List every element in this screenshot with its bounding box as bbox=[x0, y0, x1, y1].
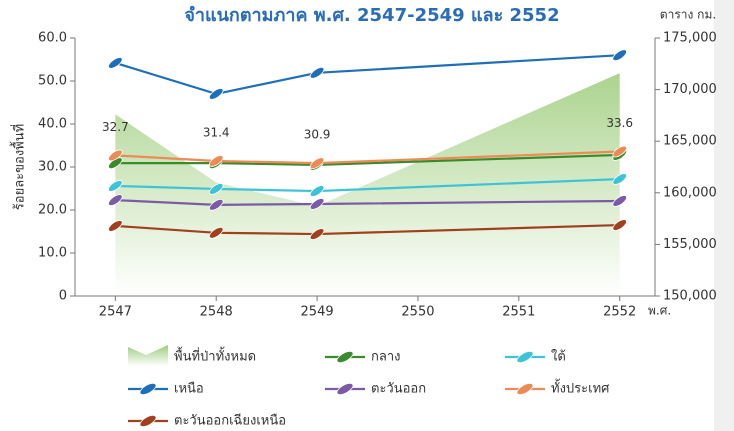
legend-item: พื้นที่ป่าทั้งหมด bbox=[128, 345, 256, 366]
legend-item: กลาง bbox=[325, 349, 401, 365]
x-tick-label: 2550 bbox=[401, 305, 434, 320]
x-axis-label: พ.ศ. bbox=[648, 304, 671, 318]
legend-marker bbox=[138, 381, 158, 397]
chart: จำแนกตามภาค พ.ศ. 2547-2549 และ 2552 ร้อย… bbox=[0, 0, 734, 431]
marker bbox=[208, 86, 225, 101]
y-tick-label: 40.0 bbox=[38, 117, 67, 132]
legend-marker bbox=[335, 381, 355, 397]
legend-item: ตะวันออก bbox=[325, 381, 426, 397]
x-tick-label: 2551 bbox=[502, 305, 535, 320]
legend-swatch bbox=[128, 345, 168, 366]
y2-axis-label: ตาราง กม. bbox=[660, 8, 716, 22]
x-tick-label: 2547 bbox=[99, 305, 132, 320]
legend-marker bbox=[138, 413, 158, 429]
legend-label: กลาง bbox=[371, 350, 401, 365]
data-label: 30.9 bbox=[304, 128, 331, 142]
data-label: 33.6 bbox=[606, 116, 633, 130]
y-tick-label: 50.0 bbox=[38, 74, 67, 89]
data-label: 31.4 bbox=[203, 125, 230, 139]
data-label: 32.7 bbox=[102, 120, 129, 134]
x-tick-label: 2549 bbox=[301, 305, 334, 320]
legend-marker bbox=[515, 349, 535, 365]
y-axis-label: ร้อยละของพื้นที่ bbox=[10, 124, 28, 210]
legend-item: เหนือ bbox=[128, 381, 204, 397]
side-strip bbox=[714, 0, 734, 431]
legend-label: ตะวันออก bbox=[371, 382, 426, 397]
legend-item: ใต้ bbox=[505, 349, 566, 365]
y2-tick-label: 165,000 bbox=[663, 134, 717, 149]
legend-label: ตะวันออกเฉียงเหนือ bbox=[174, 413, 286, 429]
x-tick-label: 2548 bbox=[200, 305, 233, 320]
y-tick-label: 60.0 bbox=[38, 31, 67, 46]
legend-label: ทั้งประเทศ bbox=[551, 379, 610, 397]
legend-label: ใต้ bbox=[551, 349, 566, 365]
legend-label: เหนือ bbox=[174, 381, 204, 397]
legend-marker bbox=[515, 381, 535, 397]
x-tick-label: 2552 bbox=[603, 305, 636, 320]
marker bbox=[107, 55, 124, 70]
y-tick-label: 30.0 bbox=[38, 160, 67, 175]
legend-item: ตะวันออกเฉียงเหนือ bbox=[128, 413, 286, 429]
y2-tick-label: 170,000 bbox=[663, 82, 717, 97]
y2-tick-label: 160,000 bbox=[663, 185, 717, 200]
legend-label: พื้นที่ป่าทั้งหมด bbox=[174, 347, 256, 365]
y-tick-label: 20.0 bbox=[38, 203, 67, 218]
y2-tick-label: 155,000 bbox=[663, 237, 717, 252]
legend-marker bbox=[335, 349, 355, 365]
y2-tick-label: 175,000 bbox=[663, 31, 717, 46]
area bbox=[115, 73, 619, 296]
chart-title: จำแนกตามภาค พ.ศ. 2547-2549 และ 2552 bbox=[184, 5, 559, 26]
y-tick-label: 0 bbox=[59, 289, 67, 304]
y2-tick-label: 150,000 bbox=[663, 289, 717, 304]
legend-item: ทั้งประเทศ bbox=[505, 379, 610, 397]
y-tick-label: 10.0 bbox=[38, 246, 67, 261]
line bbox=[115, 55, 619, 94]
